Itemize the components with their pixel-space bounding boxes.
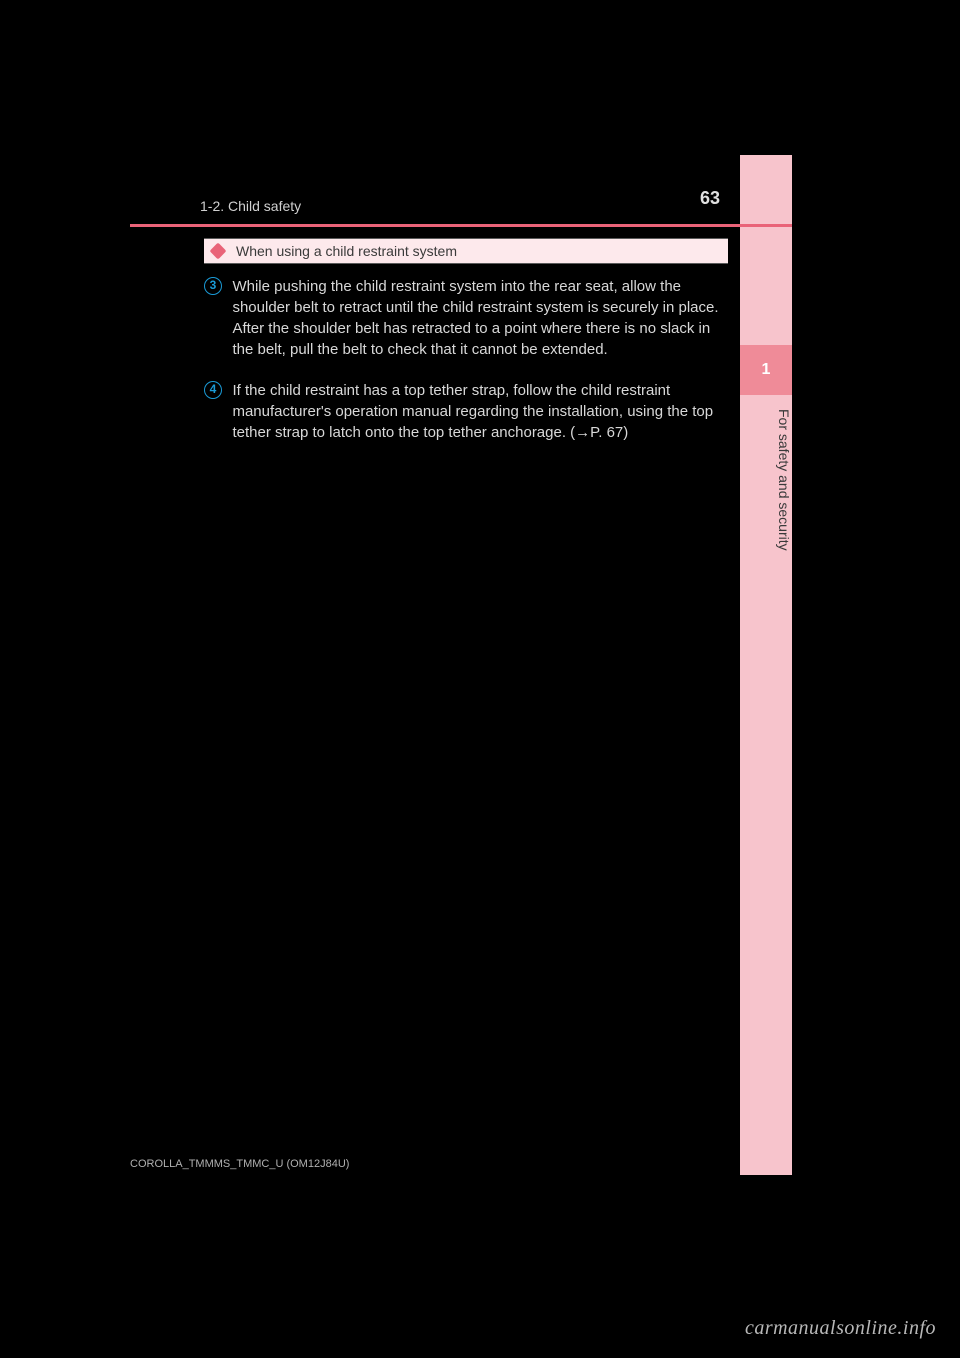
footer: COROLLA_TMMMS_TMMC_U (OM12J84U) [130,1158,792,1170]
list-item: 3 While pushing the child restraint syst… [204,276,728,360]
step-number-icon: 3 [204,277,222,295]
watermark: carmanualsonline.info [0,1317,960,1340]
footer-left: COROLLA_TMMMS_TMMC_U (OM12J84U) [130,1158,349,1170]
section-header: When using a child restraint system [204,238,728,264]
page-number: 63 [700,188,720,209]
list-item: 4 If the child restraint has a top tethe… [204,380,728,443]
step-text: If the child restraint has a top tether … [232,380,724,443]
diamond-icon [210,243,227,260]
step-number-icon: 4 [204,381,222,399]
header-rule [130,224,792,227]
step-text: While pushing the child restraint system… [232,276,724,360]
section-title: When using a child restraint system [236,243,457,259]
breadcrumb: 1-2. Child safety [200,198,301,214]
